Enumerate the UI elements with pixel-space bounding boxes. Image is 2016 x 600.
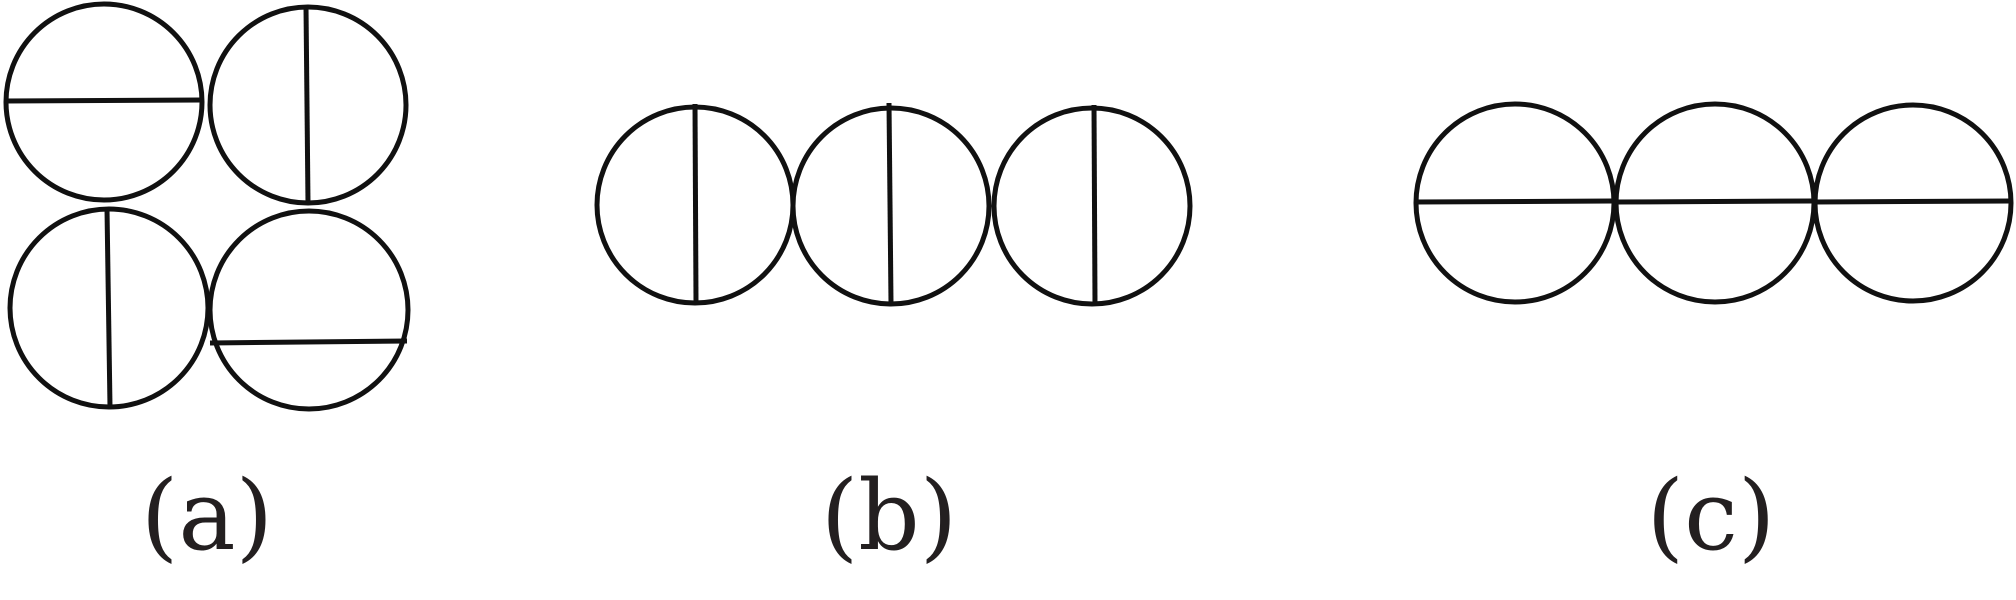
vertical-divider (303, 6, 311, 204)
panel-b-circle-1 (594, 103, 796, 306)
horizontal-divider (1615, 198, 1814, 205)
vertical-divider (104, 208, 113, 408)
panel-b-circle-2 (790, 102, 992, 307)
panel-c-circle-3 (1812, 102, 2014, 304)
horizontal-divider (209, 338, 408, 346)
panel-b-label: (b) (820, 460, 958, 572)
panel-a (3, 1, 411, 412)
panel-a-label: (a) (140, 460, 274, 572)
panel-a-circle-1 (3, 1, 205, 203)
horizontal-divider (1415, 198, 1614, 205)
panel-a-circle-3 (7, 206, 211, 410)
panel-a-circle-4 (207, 208, 411, 412)
horizontal-divider (1814, 198, 2012, 205)
panel-c (1413, 101, 2014, 305)
vertical-divider (692, 103, 699, 303)
panel-c-label: (c) (1646, 460, 1776, 572)
panel-b (594, 102, 1193, 307)
panel-c-circle-1 (1413, 101, 1617, 305)
vertical-divider (1091, 104, 1098, 305)
panel-a-circle-2 (207, 4, 409, 206)
panel-c-circle-2 (1613, 101, 1817, 305)
vertical-divider (886, 102, 894, 304)
panel-b-circle-3 (991, 104, 1193, 307)
horizontal-divider (5, 97, 203, 104)
